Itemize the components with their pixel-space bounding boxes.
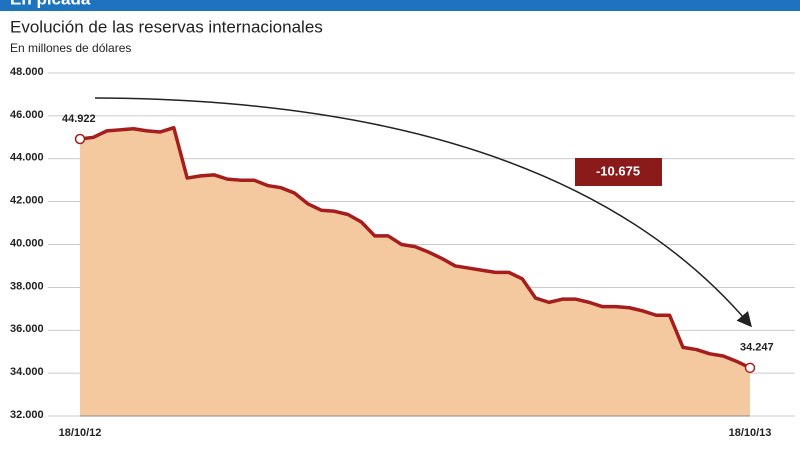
value-label: 34.247 xyxy=(740,342,774,354)
y-tick-label: 32.000 xyxy=(10,409,44,421)
header-band xyxy=(0,0,800,11)
arrow xyxy=(94,97,752,328)
annotation: -10.675 xyxy=(596,163,640,178)
area xyxy=(80,127,750,417)
y-tick-label: 34.000 xyxy=(10,366,44,378)
y-tick-label: 46.000 xyxy=(10,109,44,121)
y-tick-label: 40.000 xyxy=(10,237,44,249)
y-tick-label: 48.000 xyxy=(10,66,44,78)
x-tick-label: 18/10/12 xyxy=(59,427,102,439)
plot: 32.000 34.000 36.000 38.000 40.000 42.000 44.0… xyxy=(10,66,795,439)
chart-subtitle: En millones de dólares xyxy=(10,41,131,55)
end-point xyxy=(74,133,86,145)
chart-title: Evolución de las reservas internacionale… xyxy=(10,17,323,36)
y-tick-label: 42.000 xyxy=(10,195,44,207)
line xyxy=(79,125,751,370)
header: En picada xyxy=(10,0,91,8)
value-label: 44.922 xyxy=(62,113,96,125)
end-point xyxy=(744,362,756,374)
y-tick-label: 38.000 xyxy=(10,280,44,292)
y-tick-label: 36.000 xyxy=(10,323,44,335)
annotation-box xyxy=(575,158,662,186)
y-tick-label: 44.000 xyxy=(10,152,44,164)
x-tick-label: 18/10/13 xyxy=(729,427,772,439)
